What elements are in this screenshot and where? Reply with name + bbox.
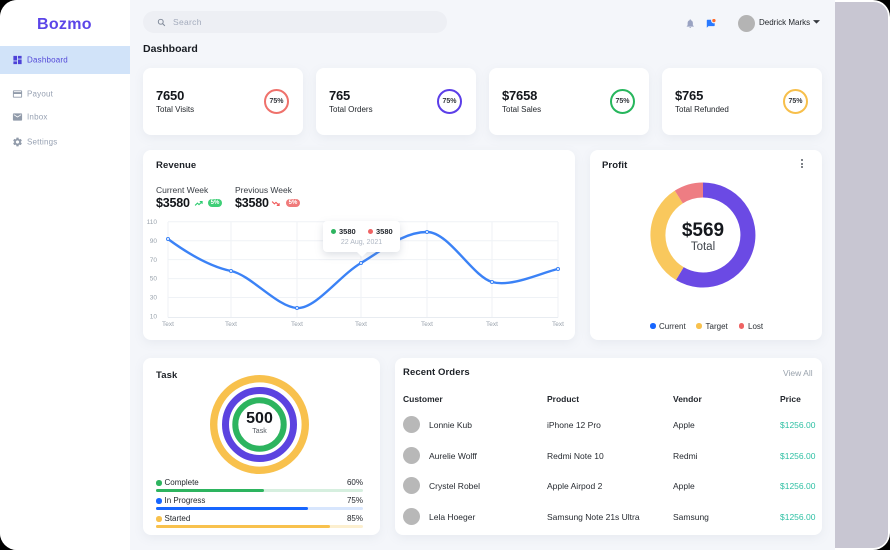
svg-text:Text: Text <box>162 321 174 328</box>
svg-text:30: 30 <box>150 295 158 302</box>
svg-text:10: 10 <box>150 314 158 321</box>
svg-text:Text: Text <box>355 321 367 328</box>
svg-text:Text: Text <box>291 321 303 328</box>
svg-text:50: 50 <box>150 276 158 283</box>
svg-text:Text: Text <box>552 321 564 328</box>
svg-text:90: 90 <box>150 238 158 245</box>
svg-text:Text: Text <box>225 321 237 328</box>
svg-text:110: 110 <box>147 219 158 226</box>
svg-text:Text: Text <box>486 321 498 328</box>
svg-text:70: 70 <box>150 257 158 264</box>
svg-text:Text: Text <box>421 321 433 328</box>
